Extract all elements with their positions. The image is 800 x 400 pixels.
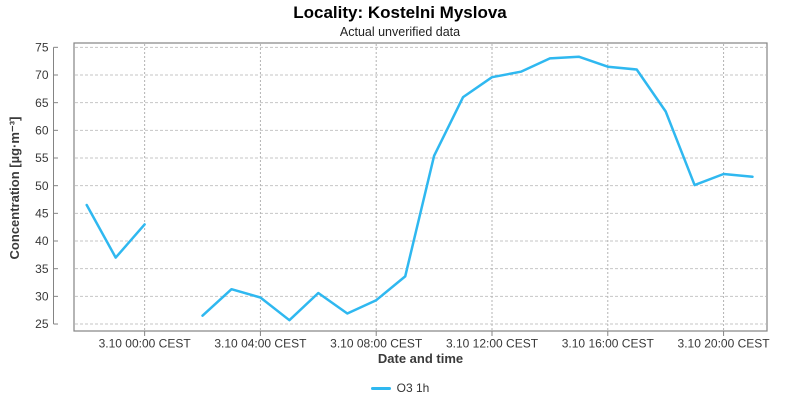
plot-border [73,42,768,332]
y-tick-label: 45 [35,207,49,221]
chart-subtitle: Actual unverified data [339,25,461,39]
y-tick-label: 55 [35,151,49,165]
legend: O3 1h [0,379,800,397]
x-tick-label: 3.10 08:00 CEST [330,337,423,351]
y-tick-label: 25 [35,317,49,331]
data-line-o3-1h [85,203,146,259]
x-tick-label: 3.10 20:00 CEST [678,337,771,351]
legend-series-label: O3 1h [396,381,430,395]
x-axis-title: Date and time [377,351,464,366]
y-tick-label: 50 [35,179,49,193]
x-tick-label: 3.10 16:00 CEST [562,337,655,351]
y-axis-title: Concentration [µg·m⁻³] [7,116,22,260]
y-tick-label: 60 [35,124,49,138]
x-tick-label: 3.10 04:00 CEST [214,337,307,351]
y-tick-label: 75 [35,41,49,55]
x-tick-label: 3.10 00:00 CEST [99,337,192,351]
y-tick-label: 30 [35,290,49,304]
data-line-o3-1h [201,55,754,322]
y-tick-label: 70 [35,68,49,82]
y-tick-label: 40 [35,234,49,248]
x-tick-label: 3.10 12:00 CEST [446,337,539,351]
y-tick-label: 35 [35,262,49,276]
legend-line-swatch-icon [370,386,391,390]
y-tick-label: 65 [35,96,49,110]
chart-title: Locality: Kostelni Myslova [293,3,507,22]
